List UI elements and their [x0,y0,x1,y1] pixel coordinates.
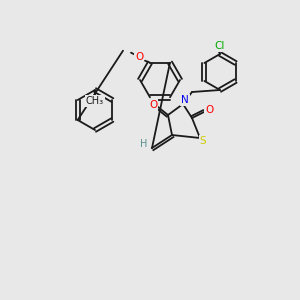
Text: N: N [181,95,189,105]
Text: O: O [135,52,143,62]
Text: O: O [149,100,157,110]
Text: CH₃: CH₃ [86,96,104,106]
Text: O: O [205,105,213,115]
Text: S: S [200,136,206,146]
Text: H: H [140,139,148,149]
Text: Cl: Cl [215,41,225,51]
